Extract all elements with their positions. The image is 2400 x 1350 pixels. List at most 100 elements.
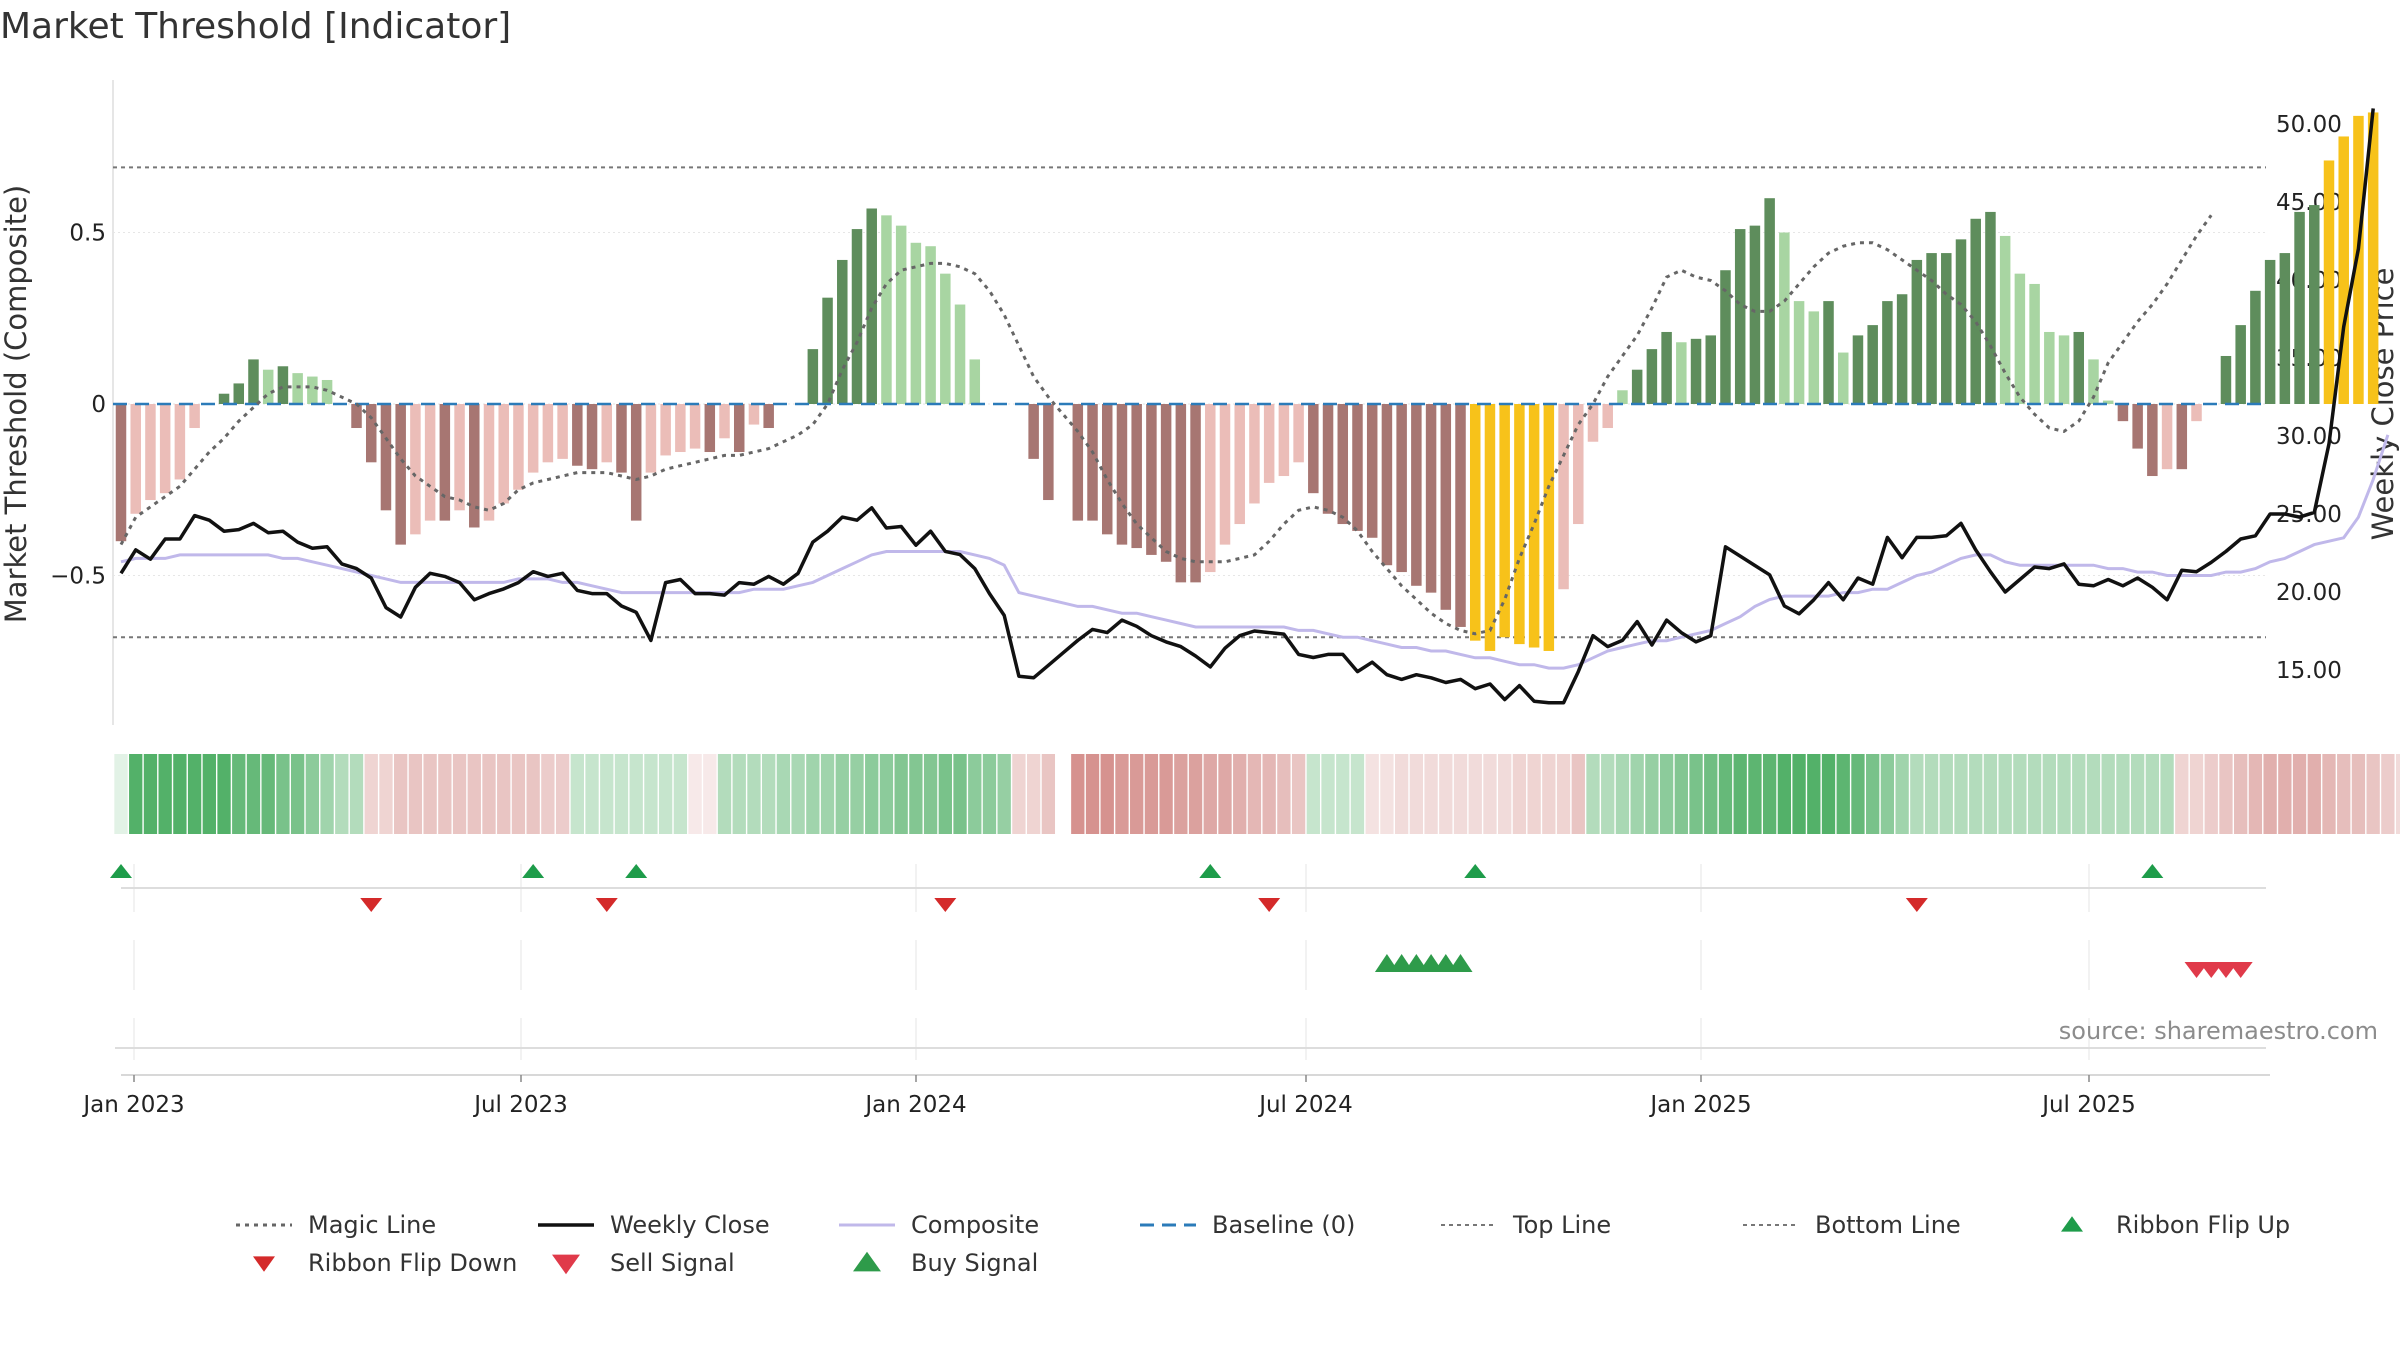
ribbon-cell bbox=[1247, 754, 1262, 834]
histogram-bar bbox=[1263, 404, 1275, 483]
histogram-bar bbox=[940, 273, 951, 404]
ribbon-cell bbox=[2366, 754, 2380, 834]
histogram-bar bbox=[851, 229, 863, 404]
histogram-bar bbox=[719, 404, 730, 439]
ribbon-cell bbox=[129, 754, 143, 834]
histogram-bar bbox=[395, 404, 406, 545]
ribbon-cell bbox=[2057, 754, 2071, 834]
ribbon-cell bbox=[1453, 754, 1468, 834]
ribbon-cell bbox=[600, 754, 614, 834]
ribbon-cell bbox=[541, 754, 555, 834]
histogram-bar bbox=[1425, 404, 1437, 593]
ribbon-cell bbox=[2027, 754, 2042, 834]
histogram-bar bbox=[1131, 404, 1142, 549]
ribbon-cell bbox=[1601, 754, 1615, 834]
left-tick-label: 0 bbox=[91, 392, 106, 418]
ribbon-cell bbox=[1880, 754, 1895, 834]
histogram-bar bbox=[1955, 239, 1967, 404]
histogram-bar bbox=[1896, 294, 1908, 404]
ribbon-cell bbox=[953, 754, 967, 834]
histogram-bar bbox=[410, 404, 421, 535]
main-panel: 0.50−0.550.0045.0040.0035.0030.0025.0020… bbox=[0, 80, 2400, 725]
ribbon-cell bbox=[1233, 754, 1247, 834]
ribbon-cell bbox=[1188, 754, 1203, 834]
right-tick-label: 20.00 bbox=[2276, 580, 2342, 606]
histogram-bar bbox=[1278, 404, 1290, 477]
ribbon-cell bbox=[276, 754, 290, 834]
histogram-bar bbox=[1558, 404, 1569, 590]
histogram-bar bbox=[2235, 325, 2246, 404]
ribbon-cell bbox=[2351, 754, 2366, 834]
ribbon-cell bbox=[1866, 754, 1880, 834]
histogram-bar bbox=[660, 404, 671, 456]
histogram-bar bbox=[881, 215, 892, 404]
ribbon-cell bbox=[2086, 754, 2101, 834]
ribbon-cell bbox=[791, 754, 805, 834]
histogram-bar bbox=[1985, 211, 1996, 404]
ribbon-cell bbox=[747, 754, 761, 834]
histogram-bar bbox=[1499, 404, 1510, 638]
ribbon-cell bbox=[644, 754, 658, 834]
histogram-bar bbox=[1249, 404, 1260, 504]
histogram-bar bbox=[1941, 253, 1952, 404]
ribbon-cell bbox=[555, 754, 570, 834]
histogram-bar bbox=[2294, 211, 2305, 404]
histogram-bar bbox=[277, 366, 289, 404]
histogram-bar bbox=[2220, 355, 2232, 404]
ribbon-cell bbox=[1910, 754, 1924, 834]
chart-title: Market Threshold [Indicator] bbox=[0, 6, 511, 47]
histogram-bar bbox=[866, 208, 877, 404]
histogram-bar bbox=[1116, 404, 1128, 545]
histogram-bar bbox=[954, 304, 966, 404]
ribbon-cell bbox=[143, 754, 158, 834]
ribbon-cell bbox=[629, 754, 643, 834]
histogram-bar bbox=[1837, 352, 1849, 404]
ribbon-cell bbox=[305, 754, 320, 834]
date-tick-label: Jan 2024 bbox=[863, 1092, 966, 1118]
legend-label: Magic Line bbox=[308, 1211, 436, 1239]
ribbon-cell bbox=[511, 754, 526, 834]
ribbon-cell bbox=[379, 754, 393, 834]
histogram-bar bbox=[2029, 283, 2040, 404]
histogram-bar bbox=[2044, 331, 2055, 404]
histogram-bar bbox=[1293, 404, 1304, 463]
histogram-bar bbox=[1175, 404, 1187, 583]
histogram-bar bbox=[2102, 400, 2114, 404]
ribbon-cell bbox=[2189, 754, 2204, 834]
legend-item: Baseline (0) bbox=[1140, 1211, 1355, 1239]
histogram-bar bbox=[1484, 404, 1496, 651]
ribbon-cell bbox=[1836, 754, 1850, 834]
left-tick-label: −0.5 bbox=[50, 564, 106, 590]
ribbon-flip-down-marker bbox=[934, 898, 957, 912]
ribbon-cell bbox=[467, 754, 481, 834]
histogram-bar bbox=[2088, 359, 2099, 404]
sell-signal-marker bbox=[2228, 962, 2253, 978]
legend-label: Top Line bbox=[1512, 1211, 1611, 1239]
ribbon-cell bbox=[762, 754, 776, 834]
histogram-bar bbox=[2058, 335, 2070, 404]
ribbon-cell bbox=[2145, 754, 2160, 834]
histogram-bar bbox=[807, 349, 819, 404]
histogram-bar bbox=[1396, 404, 1407, 573]
ribbon-cell bbox=[894, 754, 908, 834]
ribbon-cell bbox=[1483, 754, 1497, 834]
composite-line bbox=[120, 434, 2390, 670]
ribbon-flip-down-marker bbox=[1258, 898, 1281, 912]
ribbon-cell bbox=[1821, 754, 1836, 834]
histogram-bar bbox=[837, 259, 848, 404]
histogram-bar bbox=[262, 369, 274, 404]
legend-label: Ribbon Flip Down bbox=[308, 1249, 517, 1277]
histogram-bar bbox=[248, 359, 259, 404]
ribbon-cell bbox=[688, 754, 702, 834]
source-credit: source: sharemaestro.com bbox=[2059, 1017, 2378, 1045]
ribbon-cell bbox=[1159, 754, 1173, 834]
histogram-bar bbox=[174, 404, 186, 480]
ribbon-cell bbox=[1174, 754, 1188, 834]
ribbon-cell bbox=[1041, 754, 1056, 834]
legend-label: Composite bbox=[911, 1211, 1039, 1239]
histogram-bar bbox=[630, 404, 642, 521]
ribbon-cell bbox=[1498, 754, 1512, 834]
signal-panel bbox=[133, 940, 2253, 990]
date-tick-label: Jan 2023 bbox=[81, 1092, 184, 1118]
histogram-bar bbox=[2338, 136, 2349, 404]
